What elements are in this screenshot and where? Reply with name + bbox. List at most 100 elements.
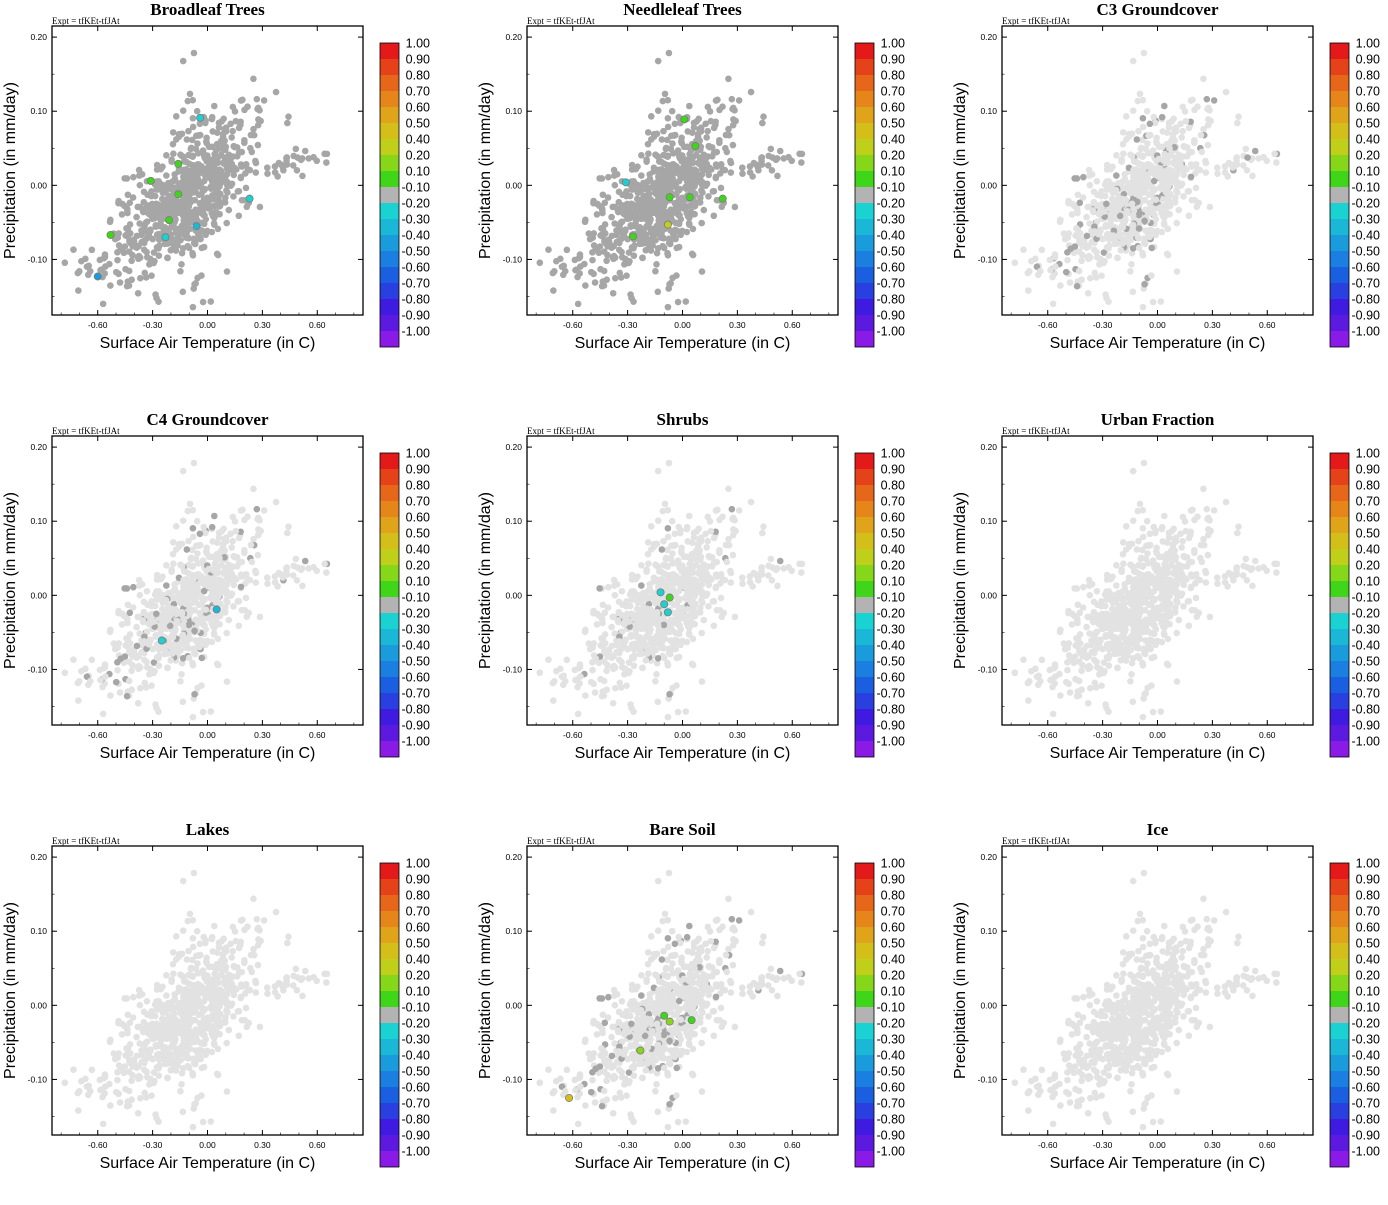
scatter-point bbox=[211, 183, 218, 190]
scatter-point bbox=[164, 665, 171, 672]
scatter-point bbox=[701, 617, 708, 624]
scatter-point bbox=[1105, 708, 1112, 715]
scatter-point bbox=[163, 562, 170, 569]
scatter-point bbox=[619, 588, 626, 595]
scatter-point bbox=[646, 629, 653, 636]
scatter-point bbox=[180, 222, 187, 229]
scatter-point bbox=[182, 179, 189, 186]
scatter-point bbox=[114, 257, 121, 264]
scatter-point bbox=[226, 207, 233, 214]
scatter-point bbox=[665, 166, 672, 173]
colorbar-bin bbox=[1330, 75, 1349, 91]
scatter-point bbox=[230, 143, 237, 150]
colorbar-bin bbox=[855, 59, 874, 75]
colorbar-bin bbox=[380, 203, 399, 219]
scatter-point bbox=[299, 173, 306, 180]
scatter-point bbox=[759, 120, 766, 127]
scatter-point bbox=[124, 283, 131, 290]
scatter-point bbox=[254, 106, 261, 113]
scatter-point bbox=[175, 180, 182, 187]
scatter-point bbox=[652, 647, 659, 654]
colorbar-bin bbox=[380, 597, 399, 613]
colorbar-label: -0.60 bbox=[402, 261, 431, 275]
scatter-point bbox=[1111, 199, 1118, 206]
scatter-point bbox=[130, 584, 137, 591]
x-tick-label: 0.60 bbox=[309, 730, 326, 740]
scatter-point bbox=[1148, 245, 1155, 252]
scatter-point bbox=[1118, 566, 1125, 573]
scatter-point bbox=[592, 689, 599, 696]
scatter-point bbox=[677, 196, 684, 203]
colorbar-label: 0.70 bbox=[1356, 85, 1380, 99]
scatter-point bbox=[302, 148, 309, 155]
colorbar-label: -0.60 bbox=[402, 671, 431, 685]
scatter-point bbox=[192, 185, 199, 192]
scatter-point bbox=[669, 518, 676, 525]
scatter-point bbox=[121, 175, 128, 182]
scatter-point bbox=[562, 678, 569, 685]
scatter-point bbox=[201, 622, 208, 629]
scatter-point bbox=[323, 569, 330, 576]
scatter-point bbox=[249, 559, 256, 566]
scatter-point bbox=[605, 584, 612, 591]
scatter-point bbox=[1172, 194, 1179, 201]
scatter-point bbox=[719, 103, 726, 110]
scatter-point bbox=[710, 622, 717, 629]
colorbar-bin bbox=[1330, 219, 1349, 235]
scatter-point bbox=[777, 558, 784, 565]
scatter-point bbox=[1124, 208, 1131, 215]
scatter-point bbox=[587, 236, 594, 243]
scatter-point bbox=[1113, 172, 1120, 179]
scatter-point bbox=[671, 234, 678, 241]
scatter-point bbox=[723, 542, 730, 549]
scatter-point bbox=[1087, 275, 1094, 282]
colorbar-label: -1.00 bbox=[402, 325, 431, 339]
scatter-point bbox=[299, 583, 306, 590]
scatter-point bbox=[226, 152, 233, 159]
colorbar-bin bbox=[1330, 155, 1349, 171]
x-tick-label: -0.60 bbox=[88, 730, 108, 740]
scatter-point bbox=[284, 120, 291, 127]
colorbar-label: 0.90 bbox=[1356, 53, 1380, 67]
scatter-point bbox=[582, 217, 589, 224]
scatter-point bbox=[129, 252, 136, 259]
scatter-point bbox=[244, 513, 251, 520]
scatter-point bbox=[634, 621, 641, 628]
scatter-point bbox=[1101, 208, 1108, 215]
scatter-point bbox=[705, 553, 712, 560]
scatter-point bbox=[224, 179, 231, 186]
colorbar-bin bbox=[855, 549, 874, 565]
scatter-point bbox=[252, 568, 259, 575]
scatter-point bbox=[550, 697, 557, 704]
highlight-point bbox=[147, 177, 154, 184]
scatter-point bbox=[682, 708, 689, 715]
scatter-point bbox=[1145, 176, 1152, 183]
colorbar-bin bbox=[855, 485, 874, 501]
scatter-point bbox=[75, 270, 82, 277]
scatter-point bbox=[1166, 613, 1173, 620]
scatter-point bbox=[236, 188, 243, 195]
scatter-point bbox=[1093, 249, 1100, 256]
scatter-point bbox=[221, 547, 228, 554]
scatter-point bbox=[612, 592, 619, 599]
scatter-point bbox=[594, 211, 601, 218]
scatter-point bbox=[1069, 211, 1076, 218]
scatter-point bbox=[1165, 226, 1172, 233]
scatter-point bbox=[151, 618, 158, 625]
colorbar-bin bbox=[380, 565, 399, 581]
scatter-point bbox=[290, 162, 297, 169]
scatter-point bbox=[210, 567, 217, 574]
colorbar-bin bbox=[855, 501, 874, 517]
scatter-point bbox=[620, 641, 627, 648]
scatter-point bbox=[545, 246, 552, 253]
scatter-point bbox=[642, 247, 649, 254]
scatter-point bbox=[1130, 245, 1137, 252]
colorbar-bin bbox=[380, 187, 399, 203]
colorbar-label: -1.00 bbox=[402, 735, 431, 749]
scatter-point bbox=[78, 668, 85, 675]
scatter-point bbox=[739, 580, 746, 587]
scatter-point bbox=[618, 274, 625, 281]
scatter-point bbox=[208, 614, 215, 621]
scatter-point bbox=[187, 91, 194, 98]
